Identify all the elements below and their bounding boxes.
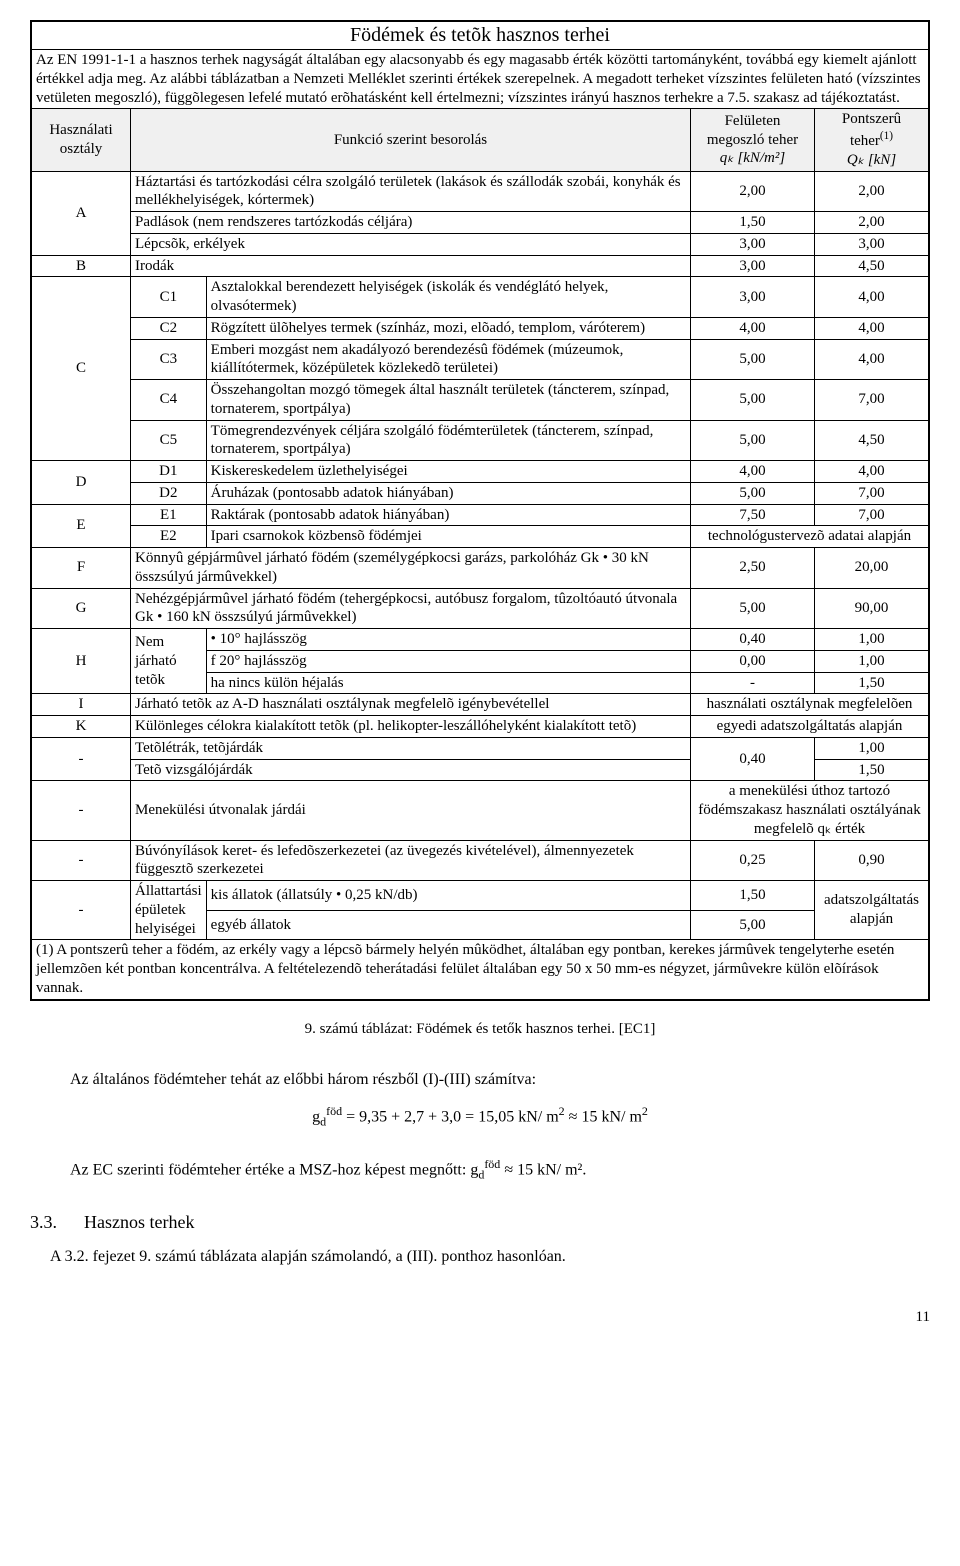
table-header: Használati osztály Funkció szerint besor… (31, 109, 929, 171)
table-row: I Járható tetõk az A-D használati osztál… (31, 694, 929, 716)
table-row: - Menekülési útvonalak járdái a menekülé… (31, 781, 929, 840)
table-row: G Nehézgépjármûvel járható födém (teherg… (31, 588, 929, 629)
table-row: - Tetõlétrák, tetõjárdák 0,40 1,00 (31, 737, 929, 759)
table-row: - Állattartási épületek helyiségei kis á… (31, 881, 929, 911)
section-heading: 3.3. Hasznos terhek (30, 1212, 930, 1233)
loads-table: Födémek és tetõk hasznos terhei Az EN 19… (30, 20, 930, 1001)
paragraph: Az EC szerinti födémteher értéke a MSZ-h… (70, 1155, 890, 1184)
table-row: E E1 Raktárak (pontosabb adatok hiányába… (31, 504, 929, 526)
table-row: D2 Áruházak (pontosabb adatok hiányában)… (31, 482, 929, 504)
table-row: - Búvónyílások keret- és lefedõszerkezet… (31, 840, 929, 881)
paragraph: A 3.2. fejezet 9. számú táblázata alapjá… (50, 1245, 890, 1269)
table-intro: Az EN 1991-1-1 a hasznos terhek nagyságá… (31, 50, 929, 109)
table-caption: 9. számú táblázat: Födémek és tetők hasz… (30, 1021, 930, 1038)
table-row: B Irodák 3,00 4,50 (31, 255, 929, 277)
table-row: C2 Rögzített ülõhelyes termek (színház, … (31, 317, 929, 339)
table-row: F Könnyû gépjármûvel járható födém (szem… (31, 548, 929, 589)
table-row: D D1 Kiskereskedelem üzlethelyiségei 4,0… (31, 461, 929, 483)
table-row: Padlások (nem rendszeres tartózkodás cél… (31, 212, 929, 234)
table-footnote: (1) A pontszerû teher a födém, az erkély… (31, 940, 929, 1000)
table-row: H Nem járható tetõk • 10° hajlásszög 0,4… (31, 629, 929, 651)
table-row: C5 Tömegrendezvények céljára szolgáló fö… (31, 420, 929, 461)
table-row: K Különleges célokra kialakított tetõk (… (31, 716, 929, 738)
table-row: A Háztartási és tartózkodási célra szolg… (31, 171, 929, 212)
table-row: C3 Emberi mozgást nem akadályozó berende… (31, 339, 929, 380)
table-title: Födémek és tetõk hasznos terhei (31, 21, 929, 50)
table-row: C C1 Asztalokkal berendezett helyiségek … (31, 277, 929, 318)
formula: gdföd = 9,35 + 2,7 + 3,0 = 15,05 kN/ m2 … (30, 1104, 930, 1130)
table-row: C4 Összehangoltan mozgó tömegek által ha… (31, 380, 929, 421)
paragraph: Az általános födémteher tehát az előbbi … (70, 1068, 890, 1092)
table-row: E2 Ipari csarnokok közbensõ födémjei tec… (31, 526, 929, 548)
table-row: Lépcsõk, erkélyek 3,00 3,00 (31, 233, 929, 255)
page-number: 11 (30, 1309, 930, 1326)
